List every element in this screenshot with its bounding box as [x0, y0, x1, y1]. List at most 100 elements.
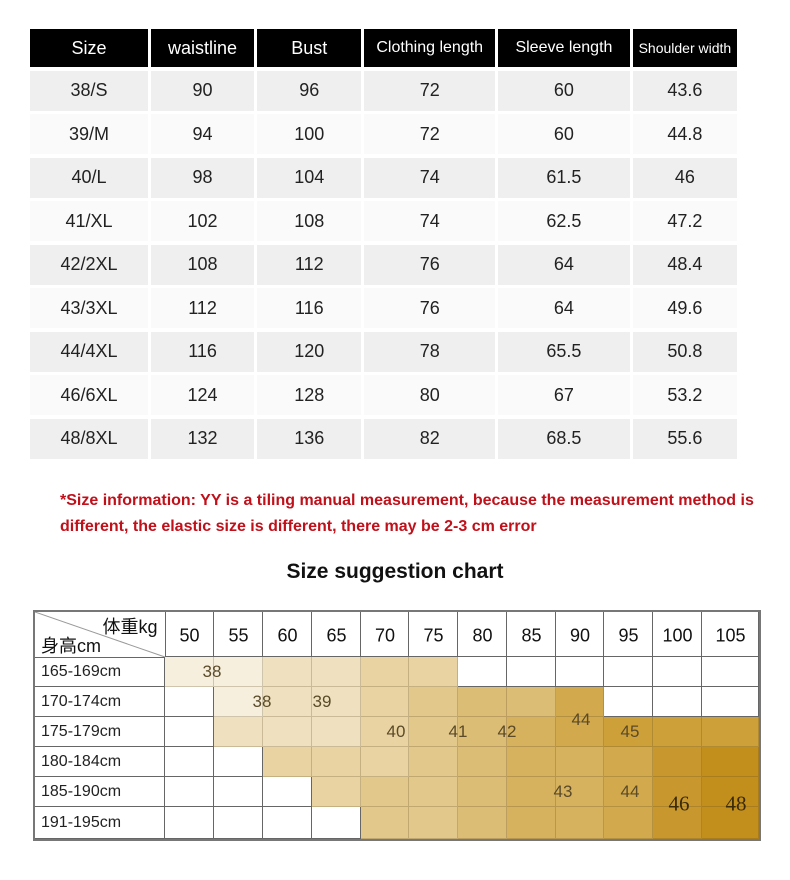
size-cell: [702, 807, 759, 839]
weight-header-cell: [604, 612, 653, 657]
table-cell: 78: [364, 331, 496, 372]
table-row: 43/3XL 112 116 76 64 49.6: [30, 288, 740, 328]
table-cell: 64: [498, 288, 630, 328]
table-cell: 43.6: [632, 70, 737, 111]
size-label: 39: [312, 692, 332, 711]
size-table: Size waistline Bust Clothing length Sleeve l…: [30, 29, 740, 459]
size-label: 38: [202, 662, 222, 681]
size-label: 46: [668, 791, 690, 816]
size-cell: [653, 807, 702, 839]
height-label: 185-190cm: [41, 783, 122, 800]
table-cell: 82: [364, 418, 496, 459]
table-row: 41/XL 102 108 74 62.5 47.2: [30, 201, 740, 241]
weight-header-cell: [312, 612, 361, 657]
weight-header-cell: [409, 612, 458, 657]
weight-label: 100: [662, 625, 693, 646]
size-cell: [409, 777, 458, 807]
size-cell: [458, 747, 507, 777]
table-cell: 104: [257, 157, 362, 198]
header-shoulder-width: Shoulder width: [632, 29, 737, 67]
table-cell: 68.5: [498, 418, 630, 459]
size-cell: [165, 687, 214, 717]
weight-header-cell: [263, 612, 312, 657]
header-bust: Bust: [257, 29, 362, 67]
table-cell: 102: [150, 201, 255, 241]
table-cell: 55.6: [632, 418, 737, 459]
size-cell: [702, 657, 759, 687]
size-cell: [409, 747, 458, 777]
size-cell: [409, 807, 458, 839]
size-cell: [214, 717, 263, 747]
size-cell: [312, 687, 361, 717]
size-cell: [507, 657, 556, 687]
size-cell: [165, 657, 214, 687]
height-label: 170-174cm: [41, 693, 122, 710]
height-label: 180-184cm: [41, 753, 122, 770]
table-cell: 72: [364, 70, 496, 111]
table-cell: 120: [257, 331, 362, 372]
size-cell: [604, 657, 653, 687]
weight-header-cell: [702, 612, 759, 657]
size-label: 41: [448, 722, 468, 741]
size-cell: [361, 747, 409, 777]
size-cell: [653, 747, 702, 777]
table-cell: 116: [150, 331, 255, 372]
weight-label: 65: [326, 625, 347, 646]
size-cell: [165, 807, 214, 839]
table-cell: 76: [364, 244, 496, 285]
table-cell: 74: [364, 157, 496, 198]
size-label: 45: [620, 722, 640, 741]
size-cell: [604, 807, 653, 839]
size-label: 38: [252, 692, 272, 711]
table-cell: 40/L: [30, 157, 148, 198]
table-cell: 128: [257, 375, 362, 415]
table-cell: 53.2: [632, 375, 737, 415]
size-cell: [361, 657, 409, 687]
header-diagonal-icon: [35, 612, 166, 658]
table-cell: 44/4XL: [30, 331, 148, 372]
table-cell: 48.4: [632, 244, 737, 285]
size-cell: [361, 807, 409, 839]
size-cell: [458, 657, 507, 687]
size-cell: [263, 777, 312, 807]
size-cell: [263, 657, 312, 687]
table-cell: 48/8XL: [30, 418, 148, 459]
size-cell: [312, 717, 361, 747]
table-row: 44/4XL 116 120 78 65.5 50.8: [30, 331, 740, 372]
weight-label: 70: [374, 625, 396, 646]
size-cell: [556, 687, 604, 717]
weight-label: 75: [423, 625, 444, 646]
table-cell: 96: [257, 70, 362, 111]
table-cell: 90: [150, 70, 255, 111]
header-waistline: waistline: [150, 29, 255, 67]
weight-axis-label: 体重kg: [102, 617, 158, 637]
size-note: *Size information: YY is a tiling manual…: [60, 492, 754, 535]
weight-label: 105: [715, 625, 746, 646]
size-cell: [556, 807, 604, 839]
height-header-cell: [35, 777, 165, 807]
table-cell: 100: [257, 114, 362, 154]
table-cell: 132: [150, 418, 255, 459]
size-cell: [653, 777, 702, 807]
weight-header-cell: [458, 612, 507, 657]
size-cell: [263, 687, 312, 717]
table-cell: 42/2XL: [30, 244, 148, 285]
size-table-header: Size waistline Bust Clothing length Sleeve l…: [30, 29, 740, 67]
table-cell: 50.8: [632, 331, 737, 372]
weight-label: 90: [569, 625, 591, 646]
table-cell: 74: [364, 201, 496, 241]
size-cell: [312, 807, 361, 839]
table-cell: 94: [150, 114, 255, 154]
size-cell: [702, 687, 759, 717]
table-cell: 38/S: [30, 70, 148, 111]
weight-label: 60: [277, 625, 298, 646]
table-cell: 112: [257, 244, 362, 285]
size-cell: [604, 687, 653, 717]
size-cell: [165, 717, 214, 747]
table-cell: 98: [150, 157, 255, 198]
size-cell: [165, 747, 214, 777]
table-cell: 47.2: [632, 201, 737, 241]
size-cell: [702, 747, 759, 777]
size-cell: [312, 747, 361, 777]
table-row: 39/M 94 100 72 60 44.8: [30, 114, 740, 154]
